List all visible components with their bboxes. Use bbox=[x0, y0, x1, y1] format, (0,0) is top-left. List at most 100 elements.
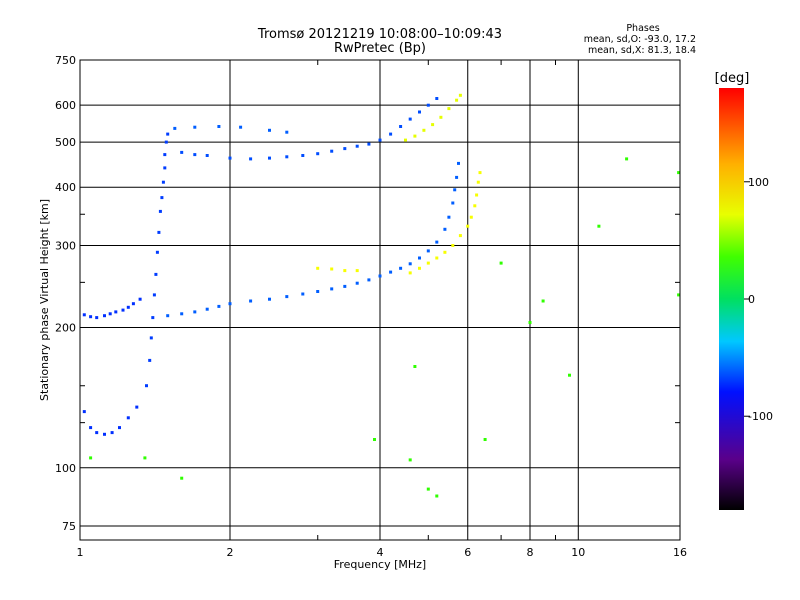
colorbar-label: [deg] bbox=[715, 71, 750, 86]
data-point bbox=[126, 416, 130, 420]
data-point bbox=[110, 431, 114, 435]
data-point bbox=[285, 155, 289, 159]
data-point bbox=[435, 97, 439, 100]
data-point bbox=[131, 302, 135, 306]
y-tick-label: 750 bbox=[55, 54, 76, 67]
data-point bbox=[166, 314, 170, 318]
data-point bbox=[528, 321, 532, 324]
axis-ticks: 1 2 4 6 8 10 16 75 100 200 300 400 500 600 750 bbox=[55, 54, 687, 559]
data-point bbox=[143, 456, 147, 460]
y-tick-label: 500 bbox=[55, 136, 76, 149]
data-point bbox=[155, 250, 159, 254]
data-point bbox=[249, 157, 253, 161]
data-point bbox=[157, 230, 161, 234]
data-point bbox=[164, 140, 168, 144]
data-point bbox=[476, 180, 480, 184]
data-point bbox=[466, 224, 470, 228]
data-point bbox=[95, 316, 99, 320]
data-point bbox=[316, 152, 320, 156]
data-point bbox=[330, 287, 334, 291]
data-point bbox=[367, 142, 371, 146]
data-point bbox=[677, 293, 681, 297]
data-point bbox=[431, 123, 435, 127]
y-tick-label: 300 bbox=[55, 239, 76, 252]
data-point bbox=[301, 292, 305, 296]
data-point bbox=[316, 290, 320, 293]
x-tick-label: 2 bbox=[227, 546, 234, 559]
y-axis-label: Stationary phase Virtual Height [km] bbox=[38, 199, 51, 401]
data-point bbox=[404, 138, 407, 142]
data-point bbox=[193, 125, 197, 129]
data-point bbox=[439, 115, 443, 119]
data-point bbox=[205, 307, 209, 311]
data-point bbox=[451, 244, 455, 247]
data-point bbox=[677, 171, 681, 175]
data-point bbox=[152, 293, 156, 297]
data-point bbox=[149, 336, 153, 340]
chart-subtitle: RwPretec (Bp) bbox=[334, 41, 426, 56]
data-point bbox=[413, 134, 417, 138]
data-point bbox=[455, 175, 459, 179]
x-tick-label: 4 bbox=[377, 546, 384, 559]
data-point bbox=[355, 281, 359, 285]
data-point bbox=[316, 266, 320, 270]
data-point bbox=[95, 431, 99, 435]
data-point bbox=[389, 270, 393, 274]
data-point bbox=[343, 147, 347, 151]
data-point bbox=[166, 132, 170, 136]
data-point bbox=[422, 128, 426, 132]
data-point bbox=[447, 107, 451, 111]
y-tick-label: 600 bbox=[55, 99, 76, 112]
plot-frame bbox=[79, 59, 681, 541]
data-point bbox=[126, 305, 130, 309]
stats-heading: Phases bbox=[626, 23, 659, 34]
data-point bbox=[355, 144, 359, 148]
data-point bbox=[457, 161, 460, 165]
data-point bbox=[151, 316, 155, 320]
data-point bbox=[343, 284, 347, 288]
data-point bbox=[453, 188, 457, 192]
data-point bbox=[163, 166, 167, 170]
data-point bbox=[103, 432, 106, 436]
data-point bbox=[426, 249, 430, 253]
data-point bbox=[458, 234, 462, 238]
data-point bbox=[89, 456, 93, 460]
data-point bbox=[154, 272, 158, 276]
data-point bbox=[426, 261, 430, 265]
data-point bbox=[89, 315, 93, 319]
data-point bbox=[114, 310, 118, 314]
data-point bbox=[205, 154, 209, 157]
data-point bbox=[568, 373, 571, 377]
data-point bbox=[217, 304, 221, 308]
data-point bbox=[89, 426, 93, 430]
data-point bbox=[447, 215, 451, 219]
data-point bbox=[158, 209, 162, 213]
data-point bbox=[418, 266, 421, 270]
data-point bbox=[249, 299, 253, 303]
data-point bbox=[408, 117, 412, 121]
data-point bbox=[135, 405, 139, 409]
data-point bbox=[228, 156, 232, 160]
grid bbox=[80, 60, 680, 540]
data-point bbox=[625, 157, 629, 161]
data-point bbox=[217, 125, 221, 128]
data-point bbox=[343, 269, 347, 273]
data-point bbox=[458, 93, 462, 97]
data-point bbox=[408, 271, 412, 275]
data-point bbox=[435, 494, 439, 498]
x-tick-label: 16 bbox=[673, 546, 687, 559]
data-point bbox=[330, 149, 334, 153]
x-axis-label: Frequency [MHz] bbox=[334, 558, 426, 571]
stats-line-o: mean, sd,O: -93.0, 17.2 bbox=[584, 34, 696, 45]
colorbar-tick-label: 0 bbox=[748, 293, 755, 306]
data-point bbox=[408, 458, 412, 462]
data-point bbox=[399, 266, 403, 270]
data-point bbox=[180, 150, 184, 154]
data-point bbox=[82, 313, 86, 317]
data-point bbox=[378, 138, 382, 142]
data-point bbox=[426, 487, 430, 491]
data-point bbox=[330, 267, 334, 271]
x-tick-label: 8 bbox=[527, 546, 534, 559]
